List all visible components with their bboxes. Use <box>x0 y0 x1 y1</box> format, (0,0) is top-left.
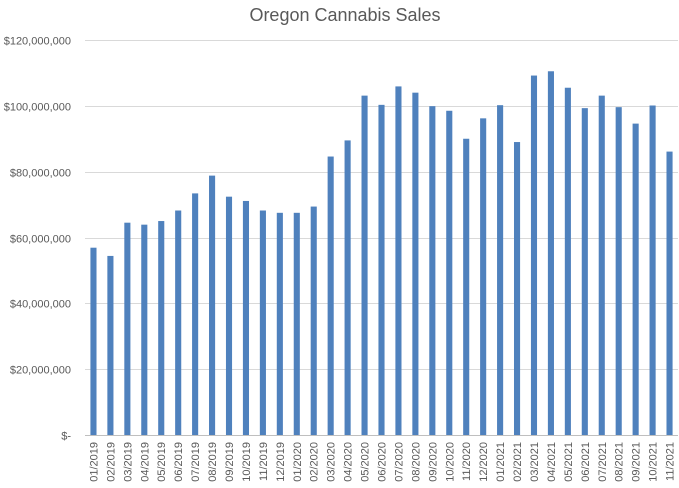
x-tick-label: 04/2021 <box>546 442 558 482</box>
bar-04-2019 <box>141 224 148 435</box>
bar-08-2020 <box>412 92 419 436</box>
x-tick-label: 12/2019 <box>275 442 287 482</box>
bar-08-2019 <box>209 175 216 435</box>
bar-11-2019 <box>259 210 266 435</box>
x-tick-label: 05/2020 <box>360 442 372 482</box>
x-tick-label: 10/2019 <box>241 442 253 482</box>
bar-11-2021 <box>666 151 673 435</box>
bar-04-2020 <box>344 140 351 435</box>
bar-06-2020 <box>378 104 385 435</box>
x-tick-label: 09/2021 <box>631 442 643 482</box>
bar-09-2021 <box>632 123 639 436</box>
bar-07-2020 <box>395 86 402 435</box>
y-tick-label: $80,000,000 <box>10 168 71 180</box>
y-tick-label: $20,000,000 <box>10 365 71 377</box>
bar-01-2021 <box>497 105 504 436</box>
bar-12-2020 <box>480 118 487 435</box>
x-tick-label: 02/2021 <box>512 442 524 482</box>
bar-07-2019 <box>192 193 199 435</box>
bar-06-2021 <box>581 108 588 435</box>
y-tick-label: $40,000,000 <box>10 299 71 311</box>
bar-09-2020 <box>429 106 436 435</box>
x-tick-label: 05/2021 <box>563 442 575 482</box>
x-tick-label: 01/2020 <box>292 442 304 482</box>
x-tick-label: 03/2021 <box>529 442 541 482</box>
y-tick-label: $120,000,000 <box>4 36 71 48</box>
bar-07-2021 <box>598 95 605 435</box>
bar-05-2021 <box>564 87 571 435</box>
x-tick-label: 07/2021 <box>597 442 609 482</box>
bar-10-2019 <box>242 200 250 435</box>
x-tick-label: 10/2020 <box>444 442 456 482</box>
bar-06-2019 <box>175 210 182 435</box>
bar-02-2021 <box>513 142 521 436</box>
x-tick-label: 01/2021 <box>495 442 507 482</box>
bars <box>90 71 673 436</box>
x-tick-label: 02/2020 <box>309 442 321 482</box>
x-tick-label: 10/2021 <box>648 442 660 482</box>
x-tick-label: 03/2019 <box>122 442 134 482</box>
x-tick-label: 07/2019 <box>190 442 202 482</box>
bar-03-2021 <box>530 75 538 436</box>
x-tick-label: 11/2021 <box>665 442 677 481</box>
x-tick-label: 02/2019 <box>105 442 117 482</box>
bar-09-2019 <box>225 196 233 435</box>
x-tick-label: 08/2020 <box>410 442 422 482</box>
bar-12-2019 <box>276 212 283 435</box>
x-tick-label: 11/2020 <box>461 442 473 481</box>
x-tick-label: 06/2020 <box>377 442 389 482</box>
bar-02-2020 <box>310 206 317 435</box>
x-tick-label: 06/2019 <box>173 442 185 482</box>
bar-01-2020 <box>293 212 300 435</box>
x-tick-label: 05/2019 <box>156 442 168 482</box>
bar-03-2020 <box>327 156 334 435</box>
x-tick-label: 04/2019 <box>139 442 151 482</box>
x-tick-label: 03/2020 <box>326 442 338 482</box>
bar-04-2021 <box>547 71 554 436</box>
x-tick-label: 01/2019 <box>88 442 100 482</box>
x-tick-label: 08/2021 <box>614 442 626 482</box>
bar-08-2021 <box>615 107 622 436</box>
bar-10-2020 <box>446 110 453 436</box>
bar-03-2019 <box>124 222 131 435</box>
x-tick-label: 09/2020 <box>427 442 439 482</box>
bar-11-2020 <box>463 138 470 435</box>
chart-title: Oregon Cannabis Sales <box>249 5 440 25</box>
y-tick-label: $60,000,000 <box>10 234 71 246</box>
bar-01-2019 <box>90 247 97 435</box>
bar-05-2019 <box>158 221 165 435</box>
x-tick-label: 07/2020 <box>393 442 405 482</box>
y-tick-label: $100,000,000 <box>4 102 71 114</box>
x-tick-label: 09/2019 <box>224 442 236 482</box>
x-tick-label: 06/2021 <box>580 442 592 482</box>
x-tick-label: 11/2019 <box>258 442 270 481</box>
y-axis-tick-labels: $- $20,000,000 $40,000,000 $60,000,000 $80,0… <box>4 36 72 443</box>
y-tick-label: $- <box>61 431 71 443</box>
x-tick-label: 04/2020 <box>343 442 355 482</box>
x-axis-tick-labels: 01/2019 02/2019 03/2019 04/2019 05/2019 06/20… <box>88 442 676 482</box>
bar-10-2021 <box>649 105 656 435</box>
bar-02-2019 <box>107 255 114 435</box>
x-tick-label: 08/2019 <box>207 442 219 482</box>
bar-05-2020 <box>361 95 368 435</box>
x-tick-label: 12/2020 <box>478 442 490 482</box>
